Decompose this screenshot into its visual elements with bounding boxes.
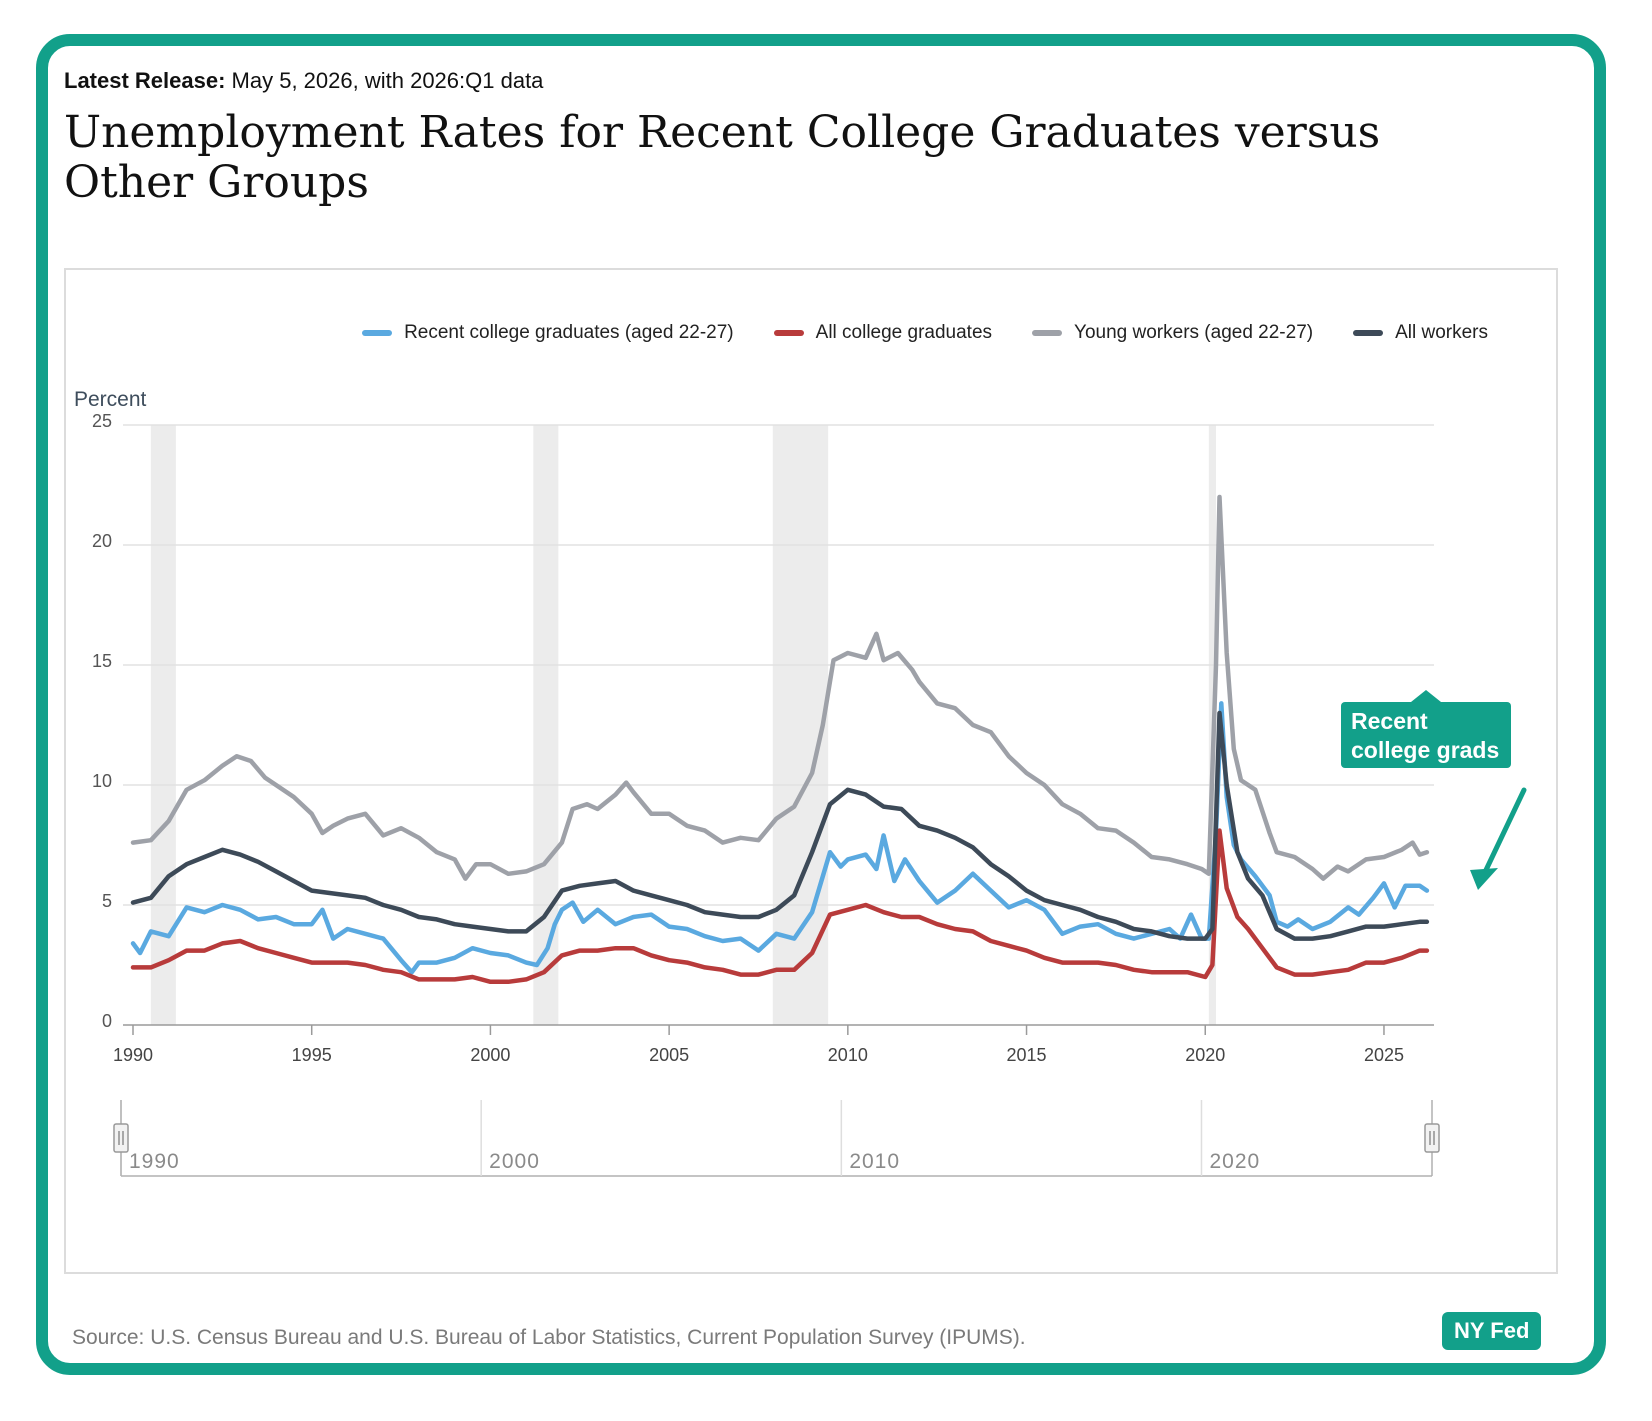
y-tick-label: 10 xyxy=(92,771,112,791)
navigator-handle-left[interactable] xyxy=(113,1123,129,1153)
chart-container: Recent college graduates (aged 22-27) All… xyxy=(64,268,1558,1274)
legend-swatch xyxy=(773,330,804,336)
legend-label: Young workers (aged 22-27) xyxy=(1074,322,1314,343)
source-note: Source: U.S. Census Bureau and U.S. Bure… xyxy=(72,1326,1026,1349)
release-text: May 5, 2026, with 2026:Q1 data xyxy=(231,68,544,93)
navigator-label: 1990 xyxy=(129,1150,180,1173)
x-tick-label: 2005 xyxy=(649,1045,689,1065)
legend-item-0[interactable]: Recent college graduates (aged 22-27) xyxy=(362,322,734,344)
legend-item-2[interactable]: Young workers (aged 22-27) xyxy=(1032,322,1313,344)
x-tick-label: 2015 xyxy=(1007,1045,1047,1065)
legend-swatch xyxy=(362,330,393,336)
x-tick-label: 1995 xyxy=(292,1045,332,1065)
annotation-arrowhead xyxy=(1470,868,1498,890)
nyfed-logo: NY Fed xyxy=(1442,1312,1542,1350)
y-tick-label: 15 xyxy=(92,651,112,671)
series-line-1 xyxy=(130,828,1430,985)
navigator-label: 2020 xyxy=(1209,1150,1260,1173)
legend-swatch xyxy=(1032,330,1063,336)
annotation-line1: Recent xyxy=(1351,708,1428,734)
legend-label: All workers xyxy=(1395,322,1488,343)
y-tick-label: 5 xyxy=(102,891,112,911)
x-tick-label: 2020 xyxy=(1185,1045,1225,1065)
navigator-label: 2010 xyxy=(849,1150,900,1173)
legend-item-3[interactable]: All workers xyxy=(1353,322,1488,344)
recession-band xyxy=(533,425,559,1025)
annotation-arrow xyxy=(1483,787,1527,873)
legend-swatch xyxy=(1353,330,1384,336)
chart-legend: Recent college graduates (aged 22-27) All… xyxy=(66,322,1560,344)
series-line-3 xyxy=(130,710,1430,941)
release-info: Latest Release: May 5, 2026, with 2026:Q… xyxy=(64,68,543,94)
release-label: Latest Release: xyxy=(64,68,226,93)
x-tick-label: 1990 xyxy=(113,1045,153,1065)
navigator-handle-right[interactable] xyxy=(1424,1123,1440,1153)
legend-label: All college graduates xyxy=(815,322,993,343)
recession-band xyxy=(772,425,829,1025)
x-tick-label: 2010 xyxy=(828,1045,868,1065)
y-tick-label: 25 xyxy=(92,411,112,431)
legend-label: Recent college graduates (aged 22-27) xyxy=(404,322,734,343)
series-line-2 xyxy=(130,494,1430,881)
x-tick-label: 2000 xyxy=(470,1045,510,1065)
legend-item-1[interactable]: All college graduates xyxy=(773,322,993,344)
navigator-label: 2000 xyxy=(489,1150,540,1173)
y-tick-label: 0 xyxy=(102,1011,112,1031)
recession-band xyxy=(150,425,176,1025)
y-tick-label: 20 xyxy=(92,531,112,551)
annotation-line2: college grads xyxy=(1351,737,1499,763)
page-title: Unemployment Rates for Recent College Gr… xyxy=(64,107,1381,208)
annotation-box xyxy=(1341,702,1511,768)
y-axis-label: Percent xyxy=(74,388,147,411)
annotation-pointer xyxy=(1411,690,1441,702)
x-tick-label: 2025 xyxy=(1364,1045,1404,1065)
